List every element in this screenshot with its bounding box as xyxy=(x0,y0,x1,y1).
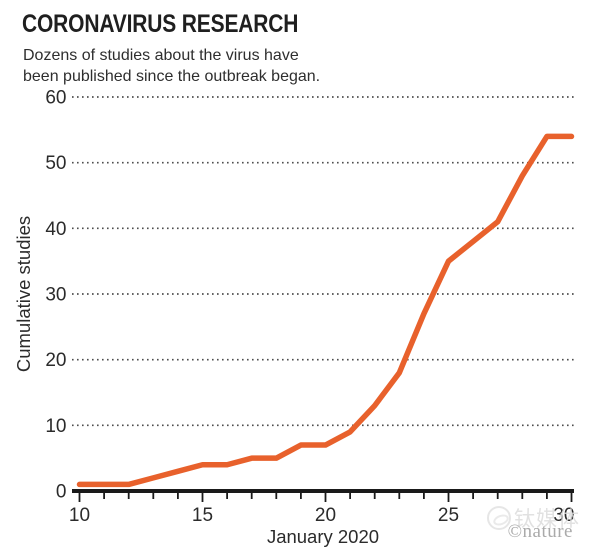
chart-subtitle-line2: been published since the outbreak began. xyxy=(23,68,321,85)
x-tick-label-15: 15 xyxy=(192,505,213,526)
chart-subtitle: Dozens of studies about the virus have b… xyxy=(23,45,351,87)
y-tick-label-20: 20 xyxy=(45,350,66,371)
x-tick-labels: 10 15 20 25 30 xyxy=(69,505,575,526)
y-tick-label-10: 10 xyxy=(45,416,66,437)
y-tick-label-50: 50 xyxy=(45,153,66,174)
x-tick-label-10: 10 xyxy=(69,505,90,526)
y-tick-label-0: 0 xyxy=(56,482,67,503)
y-tick-label-60: 60 xyxy=(45,88,66,109)
chart-header: CORONAVIRUS RESEARCH Dozens of studies a… xyxy=(22,10,351,87)
x-ticks xyxy=(78,493,573,502)
chart-title: CORONAVIRUS RESEARCH xyxy=(22,10,299,38)
x-tick-label-30: 30 xyxy=(553,505,574,526)
x-axis-title: January 2020 xyxy=(267,526,379,547)
y-axis-title: Cumulative studies xyxy=(13,216,34,372)
x-tick-label-25: 25 xyxy=(438,505,459,526)
chart-subtitle-line1: Dozens of studies about the virus have xyxy=(23,47,299,64)
gridlines xyxy=(72,96,574,427)
y-tick-label-30: 30 xyxy=(45,285,66,306)
x-tick-label-20: 20 xyxy=(315,505,336,526)
y-tick-label-40: 40 xyxy=(45,219,66,240)
series-line-cumulative-studies xyxy=(76,133,575,488)
y-tick-labels: 0 10 20 30 40 50 60 xyxy=(45,88,66,503)
